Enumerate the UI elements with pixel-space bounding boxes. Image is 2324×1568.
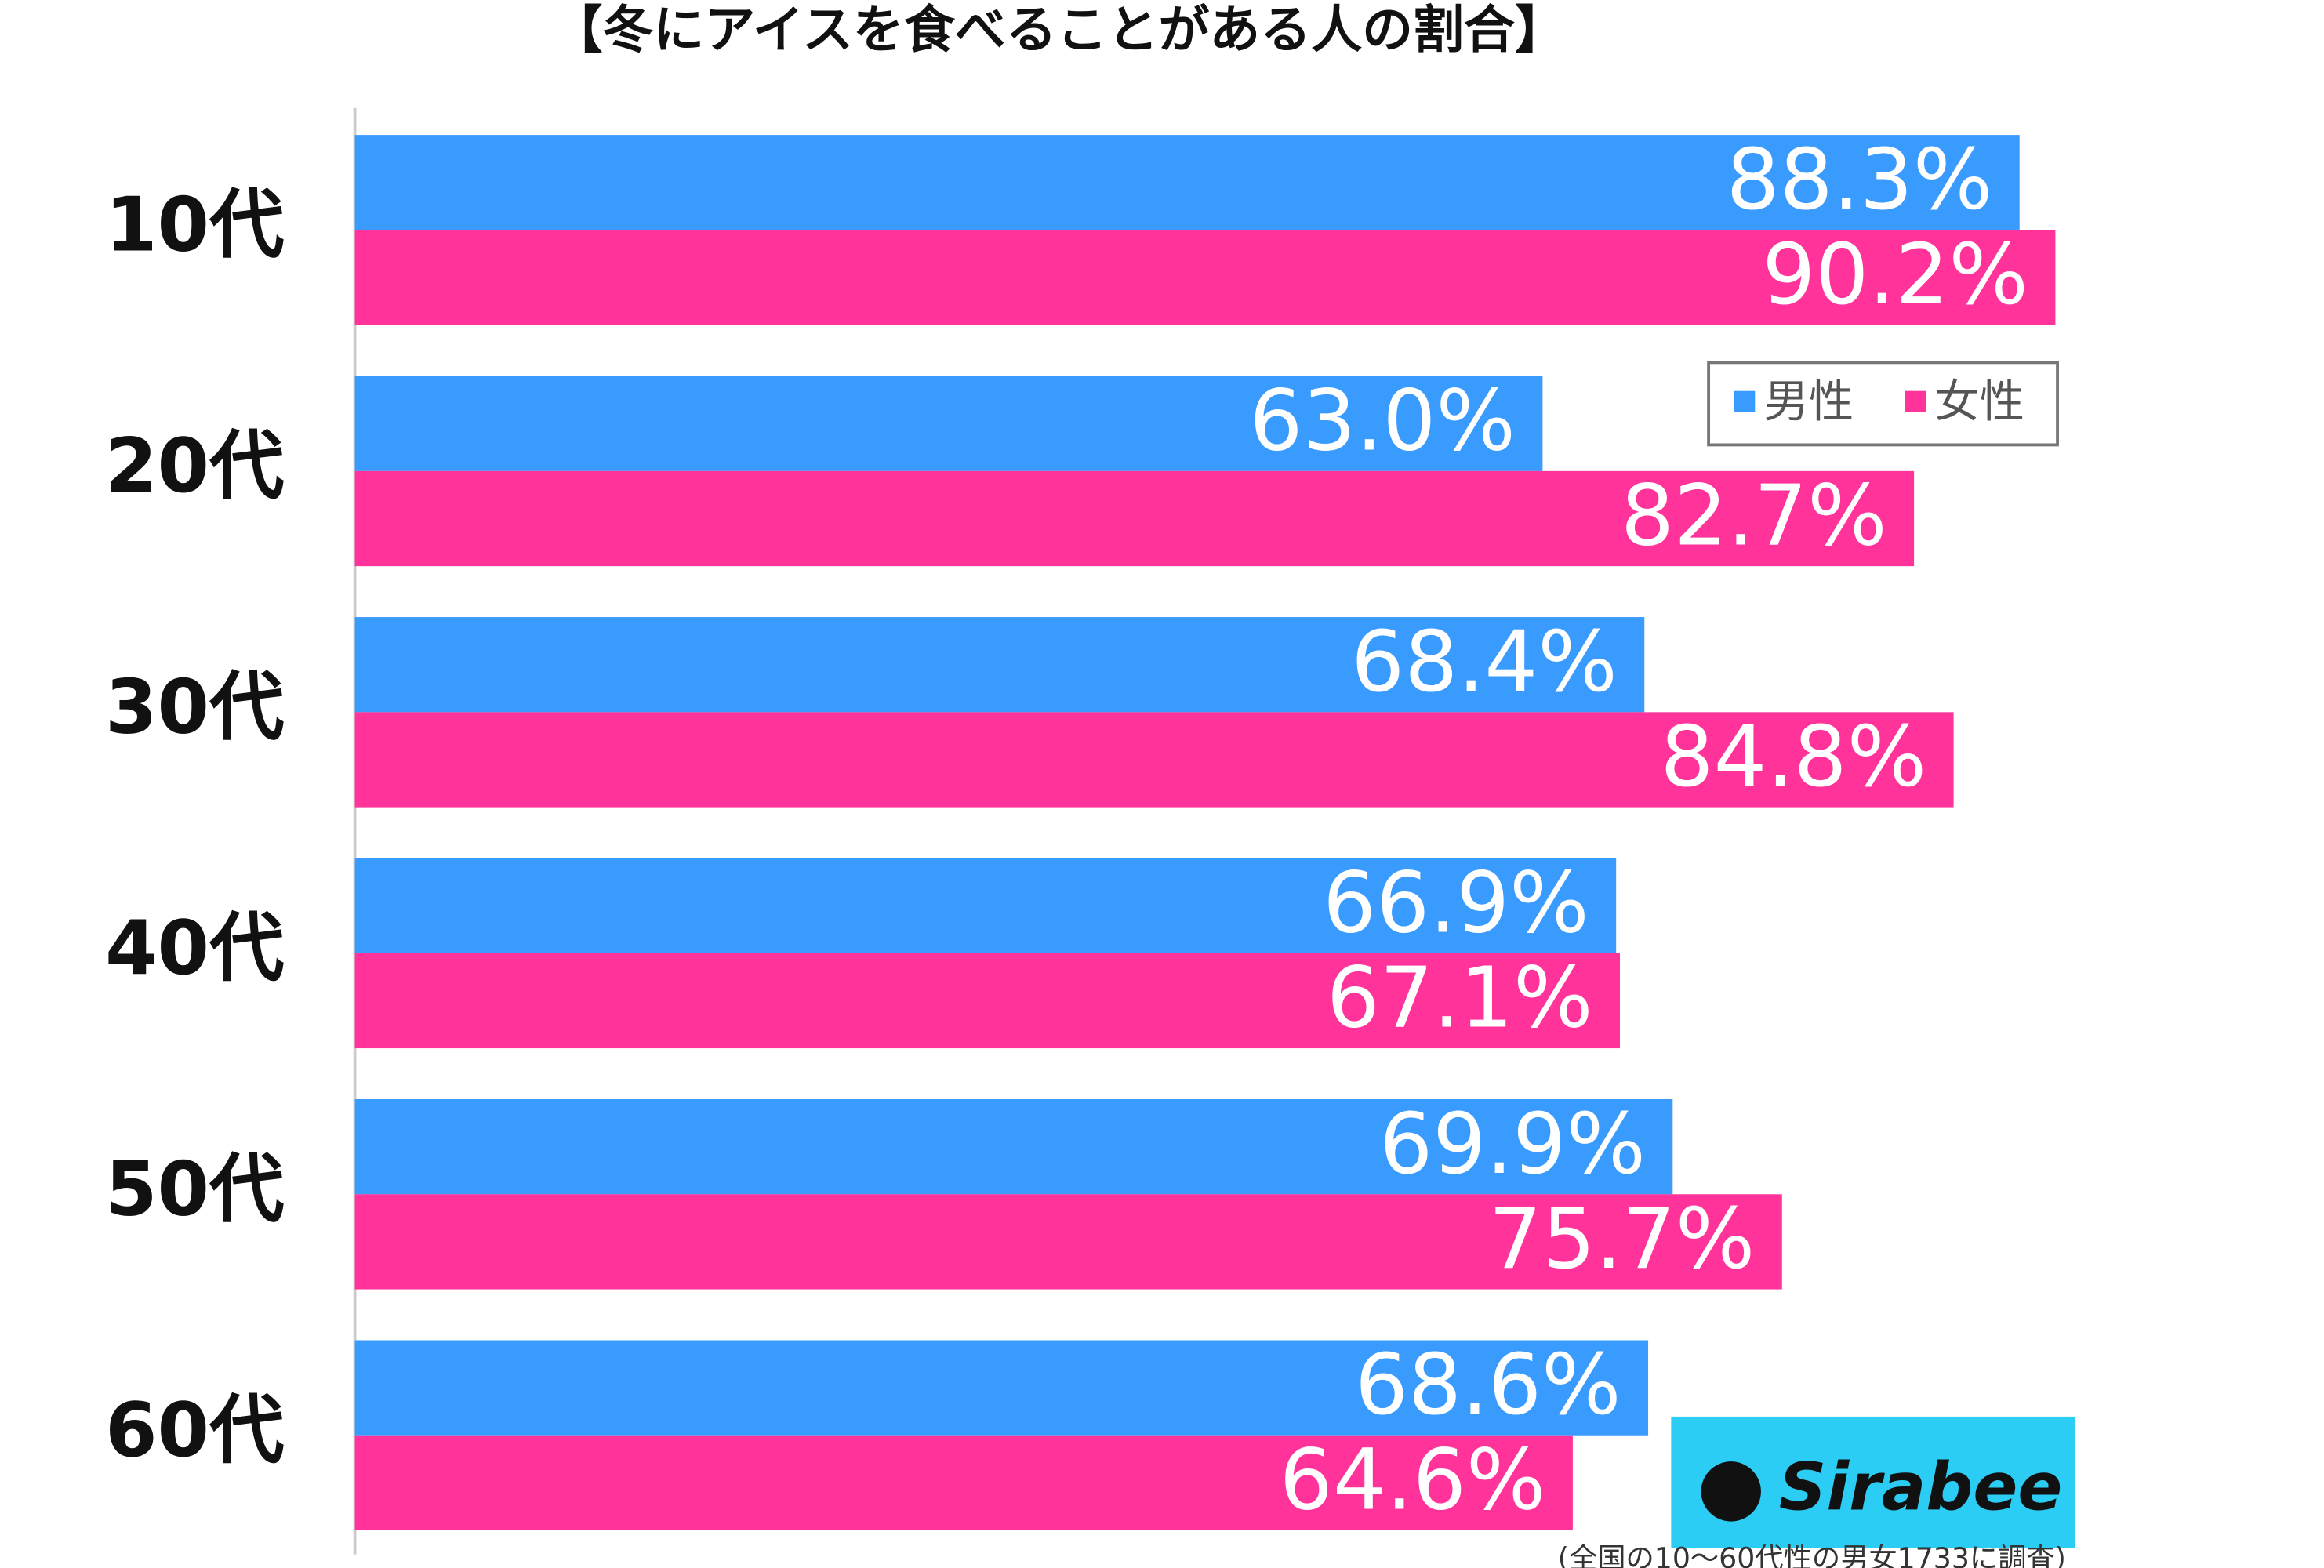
- legend-swatch: [1734, 390, 1756, 412]
- legend-label: 男性: [1764, 375, 1854, 427]
- value-label: 64.6%: [1280, 1432, 1546, 1530]
- y-tick-label: 10代: [105, 181, 284, 269]
- bar: [354, 1099, 1673, 1195]
- bar: [354, 1340, 1649, 1436]
- legend-label: 女性: [1934, 375, 2024, 427]
- bar: [354, 376, 1543, 471]
- bar: [354, 953, 1620, 1049]
- value-label: 82.7%: [1621, 468, 1887, 565]
- legend-box: [1707, 361, 2059, 447]
- value-label: 90.2%: [1762, 227, 2028, 324]
- footnote: (全国の10～60代性の男女1733に調査): [1558, 1541, 2066, 1568]
- bar: [354, 135, 2020, 230]
- value-label: 68.4%: [1351, 614, 1618, 711]
- bar: [354, 712, 1954, 808]
- bar: [354, 230, 2056, 325]
- logo-icon: [1701, 1461, 1761, 1522]
- value-label: 66.9%: [1323, 855, 1589, 952]
- y-tick-label: 60代: [105, 1386, 284, 1474]
- value-label: 67.1%: [1327, 950, 1593, 1047]
- bar: [354, 1435, 1573, 1531]
- value-label: 69.9%: [1379, 1096, 1646, 1193]
- y-tick-label: 40代: [105, 904, 284, 992]
- value-label: 75.7%: [1489, 1191, 1756, 1288]
- bar: [354, 470, 1915, 567]
- chart-title: 【冬にアイスを食べることがある人の割合】: [552, 1, 1566, 60]
- legend-swatch: [1905, 390, 1926, 412]
- bar: [354, 617, 1645, 713]
- value-label: 88.3%: [1727, 132, 1993, 229]
- bar: [354, 858, 1617, 953]
- logo-text: Sirabee: [1779, 1448, 2063, 1525]
- value-label: 68.6%: [1355, 1337, 1621, 1434]
- value-label: 63.0%: [1249, 372, 1516, 470]
- value-label: 84.8%: [1660, 709, 1926, 806]
- y-tick-label: 20代: [105, 422, 284, 510]
- bar: [354, 1194, 1782, 1290]
- y-tick-label: 30代: [105, 663, 284, 751]
- y-tick-label: 50代: [105, 1145, 284, 1233]
